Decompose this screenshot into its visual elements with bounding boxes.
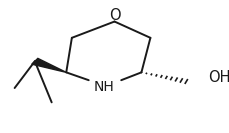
- Text: O: O: [109, 8, 120, 22]
- Text: OH: OH: [208, 70, 229, 85]
- Text: NH: NH: [94, 80, 115, 94]
- Polygon shape: [32, 58, 66, 72]
